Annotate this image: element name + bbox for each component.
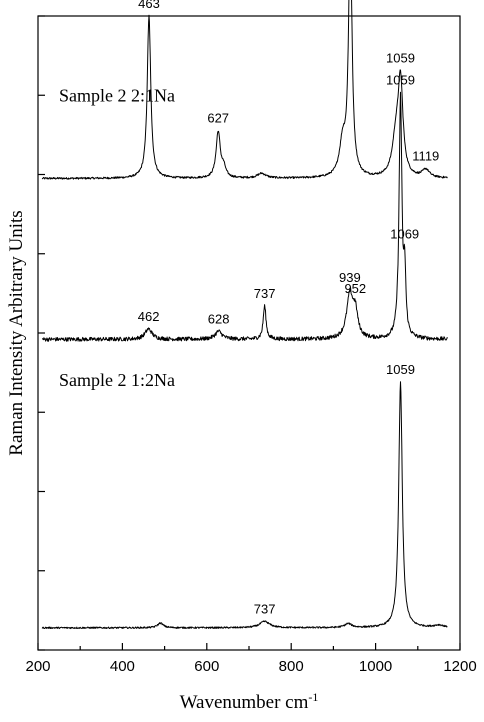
labels-layer: Sample 1 1:2Na46362794010591119Sample 2 … bbox=[59, 0, 439, 616]
spectra-layer bbox=[41, 0, 448, 630]
peak-label-1-1: 463 bbox=[138, 0, 160, 11]
peak-label-1-5: 1119 bbox=[412, 148, 439, 163]
y-axis-title: Raman Intensity Arbitrary Units bbox=[6, 210, 27, 455]
spectrum-line-2 bbox=[42, 91, 448, 342]
x-tick-label-1200: 1200 bbox=[443, 658, 476, 675]
peak-label-2-1: 462 bbox=[138, 309, 160, 324]
x-tick-label-800: 800 bbox=[279, 658, 304, 675]
peak-label-3-2: 1059 bbox=[386, 362, 415, 377]
series-label-3: Sample 2 1:2Na bbox=[59, 370, 175, 390]
peak-label-2-3: 737 bbox=[254, 286, 276, 301]
x-axis-title-superscript: -1 bbox=[308, 690, 318, 704]
peak-label-1-4: 1059 bbox=[386, 50, 415, 65]
peak-label-3-1: 737 bbox=[254, 601, 276, 616]
x-axis-title: Wavenumber cm-1 bbox=[180, 690, 319, 713]
peak-label-2-7: 1069 bbox=[390, 226, 419, 241]
peak-label-2-6: 1059 bbox=[386, 72, 415, 87]
peak-label-2-2: 628 bbox=[208, 311, 230, 326]
spectrum-line-1 bbox=[41, 0, 448, 180]
ticks-layer: 200 400 600 800 1000 1200 bbox=[25, 15, 477, 675]
series-label-2: Sample 2 2:1Na bbox=[59, 86, 175, 106]
x-tick-label-1000: 1000 bbox=[359, 658, 392, 675]
peak-label-2-5: 952 bbox=[344, 281, 366, 296]
spectrum-line-3 bbox=[41, 381, 448, 630]
x-tick-label-400: 400 bbox=[110, 658, 135, 675]
peak-label-2-4: 939 bbox=[339, 270, 361, 285]
x-tick-label-600: 600 bbox=[194, 658, 219, 675]
x-tick-label-200: 200 bbox=[25, 658, 50, 675]
peak-label-1-2: 627 bbox=[207, 111, 229, 126]
